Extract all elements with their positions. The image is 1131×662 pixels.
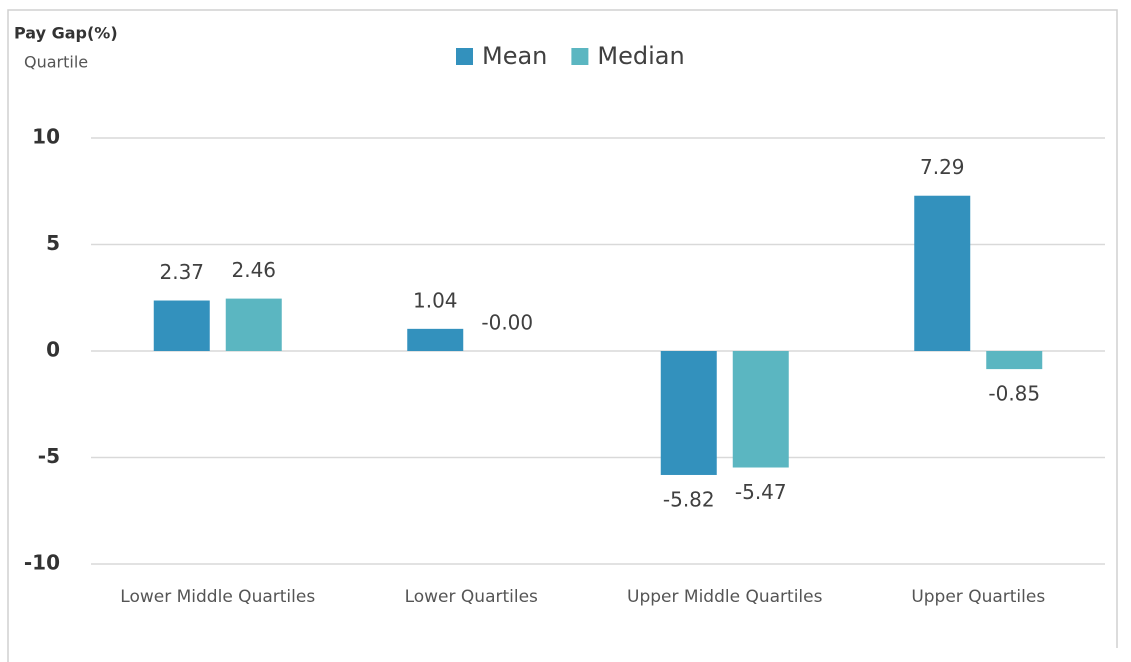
x-tick-label: Upper Quartiles xyxy=(911,587,1045,607)
y-tick-label: 5 xyxy=(46,231,60,255)
chart-title: Pay Gap(%) xyxy=(14,24,118,43)
bar xyxy=(732,351,789,468)
bar xyxy=(153,300,210,351)
data-label: -0.00 xyxy=(481,311,533,335)
x-tick-label: Upper Middle Quartiles xyxy=(627,587,823,607)
legend-label: Mean xyxy=(482,42,547,70)
frame xyxy=(7,9,1118,662)
data-label: 7.29 xyxy=(920,155,965,179)
legend-label: Median xyxy=(597,42,684,70)
data-label: 2.37 xyxy=(159,260,204,284)
y-tick-label: -10 xyxy=(24,551,60,575)
y-tick-label: 10 xyxy=(32,125,60,149)
bar xyxy=(407,328,464,351)
x-tick-label: Lower Quartiles xyxy=(405,587,538,607)
y-tick-label: -5 xyxy=(38,444,60,468)
y-tick-label: 0 xyxy=(46,338,60,362)
data-label: -5.82 xyxy=(663,487,715,511)
bar xyxy=(660,351,717,475)
bar xyxy=(986,351,1043,370)
chart-subtitle: Quartile xyxy=(24,53,88,72)
data-label: 2.46 xyxy=(231,258,276,282)
legend-swatch xyxy=(571,48,589,65)
data-label: -0.85 xyxy=(988,382,1040,406)
bar xyxy=(225,298,282,351)
data-label: -5.47 xyxy=(735,480,787,504)
legend-swatch xyxy=(456,48,473,65)
x-tick-label: Lower Middle Quartiles xyxy=(120,587,315,607)
data-label: 1.04 xyxy=(413,288,458,312)
bar xyxy=(914,195,971,351)
